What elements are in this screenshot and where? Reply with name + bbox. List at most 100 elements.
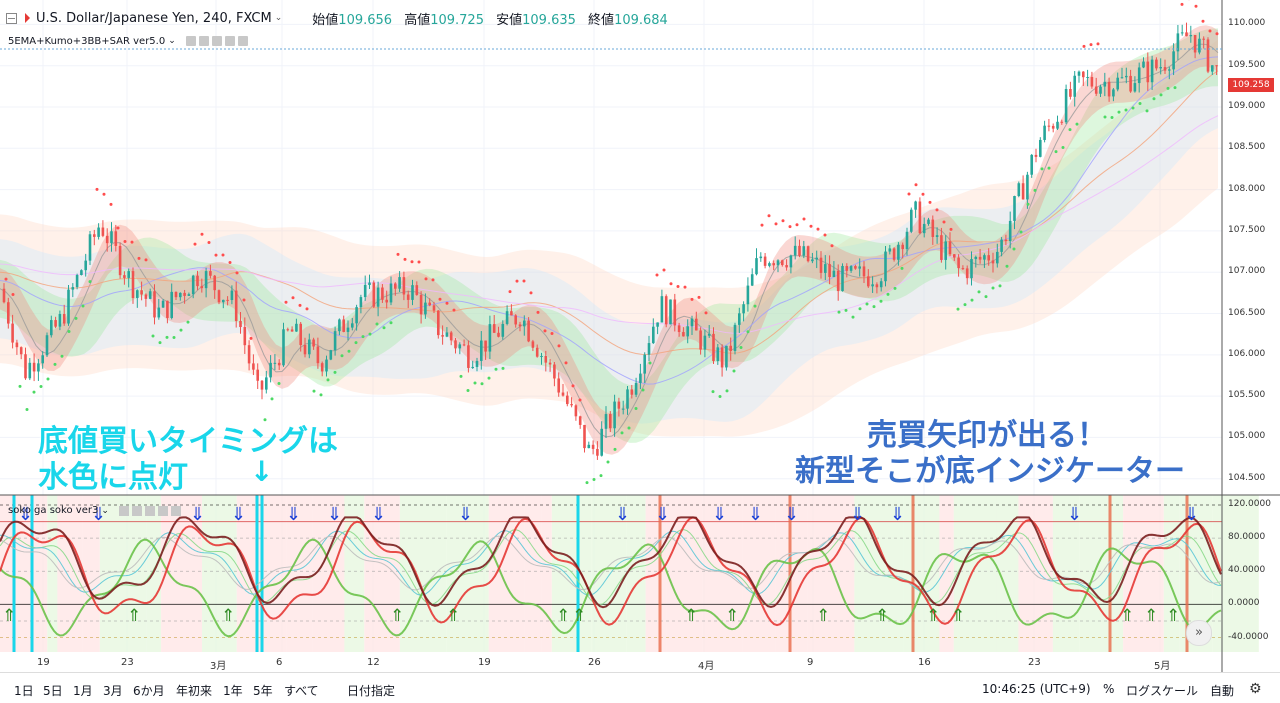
log-scale-toggle[interactable]: ログスケール — [1126, 682, 1198, 699]
candle-body — [957, 258, 960, 269]
timeframe-all[interactable]: すべて — [284, 682, 319, 699]
sell-arrow-icon: ⇓ — [286, 504, 301, 525]
candle-body — [1215, 65, 1218, 66]
source-icon[interactable] — [145, 506, 155, 516]
candle-body — [454, 340, 457, 348]
sar-dot — [642, 389, 645, 392]
symbol-header[interactable]: U.S. Dollar/Japanese Yen, 240, FXCM ⌄ 始値… — [6, 9, 668, 27]
timeframe-ytd[interactable]: 年初来 — [176, 682, 212, 699]
sar-dot — [474, 381, 477, 384]
candle-body — [123, 275, 126, 278]
chevron-down-icon[interactable]: ⌄ — [275, 13, 283, 23]
buy-arrow-icon: ⇑ — [572, 606, 586, 626]
candle-body — [54, 320, 57, 327]
source-icon[interactable] — [212, 36, 222, 46]
sar-dot — [299, 304, 302, 307]
buy-arrow-icon: ⇑ — [446, 606, 460, 626]
candle-body — [192, 276, 195, 295]
settings-icon[interactable] — [132, 506, 142, 516]
candle-body — [979, 257, 982, 260]
timeframe-3m[interactable]: 3月 — [103, 682, 123, 699]
candle-body — [1147, 62, 1150, 83]
candle-body — [850, 266, 853, 271]
chevron-down-icon[interactable]: ⌄ — [101, 506, 109, 516]
candle-body — [837, 271, 840, 291]
sar-dot — [586, 481, 589, 484]
timeframe-6m[interactable]: 6か月 — [133, 682, 165, 699]
sar-dot — [201, 233, 204, 236]
candle-body — [695, 319, 698, 331]
timeframe-5y[interactable]: 5年 — [253, 682, 273, 699]
sar-dot — [40, 385, 43, 388]
candle-body — [37, 363, 40, 371]
candle-body — [557, 378, 560, 392]
sar-dot — [110, 203, 113, 206]
main-indicator-legend[interactable]: 5EMA+Kumo+3BB+SAR ver5.0 ⌄ — [8, 34, 251, 48]
more-icon[interactable] — [158, 506, 168, 516]
candle-body — [166, 301, 169, 318]
close-icon[interactable] — [171, 506, 181, 516]
eye-icon[interactable] — [186, 36, 196, 46]
candle-body — [665, 296, 668, 324]
price-tick-label: 110.000 — [1228, 18, 1278, 28]
goto-date-button[interactable]: 日付指定 — [347, 682, 395, 699]
candle-body — [575, 405, 578, 416]
candle-body — [884, 252, 887, 282]
sub-indicator-title[interactable]: soko ga soko ver3 — [8, 505, 98, 516]
sar-dot — [726, 389, 729, 392]
candle-body — [1095, 87, 1098, 94]
eye-icon[interactable] — [119, 506, 129, 516]
main-indicator-title[interactable]: 5EMA+Kumo+3BB+SAR ver5.0 — [8, 36, 165, 47]
auto-scale-toggle[interactable]: 自動 — [1210, 682, 1234, 699]
symbol-title[interactable]: U.S. Dollar/Japanese Yen, 240, FXCM — [36, 11, 272, 26]
sar-dot — [908, 193, 911, 196]
candle-body — [1134, 83, 1137, 91]
sar-dot — [796, 223, 799, 226]
candle-body — [304, 345, 307, 354]
timeframe-1y[interactable]: 1年 — [223, 682, 243, 699]
sar-dot — [5, 278, 8, 281]
sar-dot — [285, 301, 288, 304]
sar-dot — [355, 341, 358, 344]
timeframe-1d[interactable]: 1日 — [14, 682, 34, 699]
candle-body — [1091, 77, 1094, 87]
scroll-to-realtime-button[interactable]: » — [1186, 620, 1212, 646]
chevron-down-icon[interactable]: ⌄ — [168, 36, 176, 46]
candle-body — [59, 314, 62, 327]
candle-body — [179, 293, 182, 297]
candle-body — [738, 313, 741, 325]
sub-indicator-legend[interactable]: soko ga soko ver3 ⌄ — [8, 505, 184, 516]
collapse-icon[interactable] — [6, 13, 17, 24]
high-label: 高値 — [404, 13, 430, 28]
price-tick-label: 109.000 — [1228, 101, 1278, 111]
bottom-toolbar: 1日 5日 1月 3月 6か月 年初来 1年 5年 すべて 日付指定 10:46… — [0, 672, 1280, 703]
sar-dot — [831, 244, 834, 247]
more-icon[interactable] — [225, 36, 235, 46]
sar-dot — [684, 286, 687, 289]
candle-body — [1035, 155, 1038, 157]
sar-dot — [817, 228, 820, 231]
percent-toggle[interactable]: % — [1103, 682, 1114, 696]
buy-arrow-icon: ⇑ — [684, 606, 698, 626]
sar-dot — [901, 267, 904, 270]
oscillator-tick-label: -40.0000 — [1228, 632, 1278, 642]
candle-body — [914, 202, 917, 210]
candle-body — [205, 271, 208, 288]
candle-body — [269, 363, 272, 378]
candle-body — [1207, 39, 1210, 71]
candle-body — [592, 445, 595, 449]
clock[interactable]: 10:46:25 (UTC+9) — [982, 682, 1091, 696]
candle-body — [183, 293, 186, 296]
annotation-line: 新型そこが底インジケーター — [795, 454, 1185, 489]
signal-stripe — [489, 495, 524, 652]
candle-body — [188, 294, 191, 296]
timeframe-1m[interactable]: 1月 — [73, 682, 93, 699]
timeframe-5d[interactable]: 5日 — [43, 682, 63, 699]
sar-dot — [425, 277, 428, 280]
candle-body — [691, 319, 694, 327]
gear-icon[interactable]: ⚙ — [1249, 681, 1262, 697]
sar-dot — [936, 208, 939, 211]
settings-icon[interactable] — [199, 36, 209, 46]
close-icon[interactable] — [238, 36, 248, 46]
